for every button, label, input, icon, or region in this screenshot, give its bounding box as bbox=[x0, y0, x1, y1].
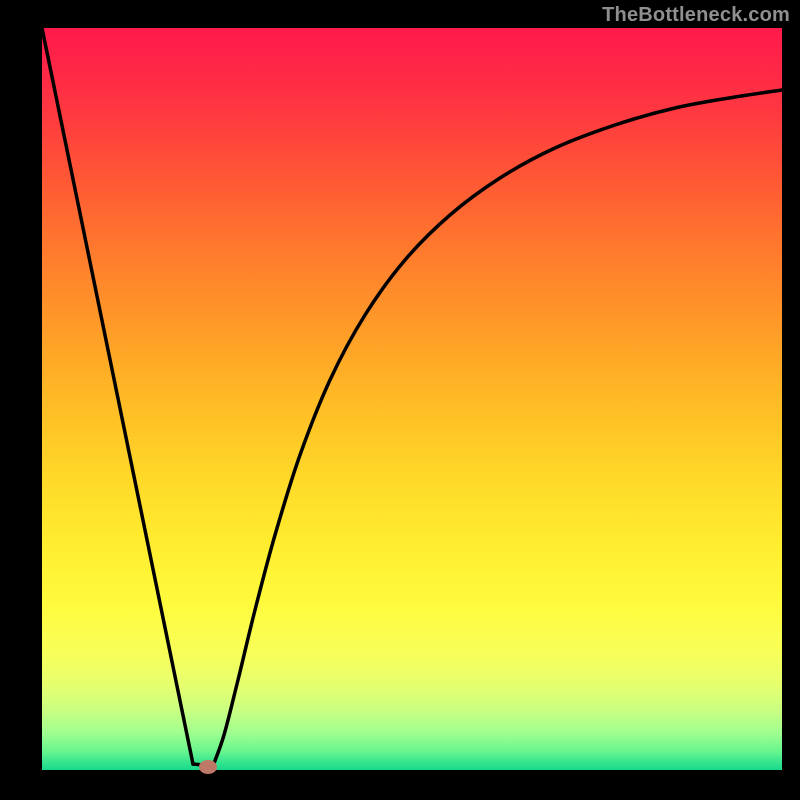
watermark-text: TheBottleneck.com bbox=[602, 4, 790, 27]
curve-left-segment bbox=[42, 28, 193, 764]
curve-right-segment bbox=[213, 90, 782, 766]
chart-frame: TheBottleneck.com bbox=[0, 0, 800, 800]
valley-marker-dot bbox=[199, 760, 217, 774]
bottleneck-curve bbox=[0, 0, 800, 800]
